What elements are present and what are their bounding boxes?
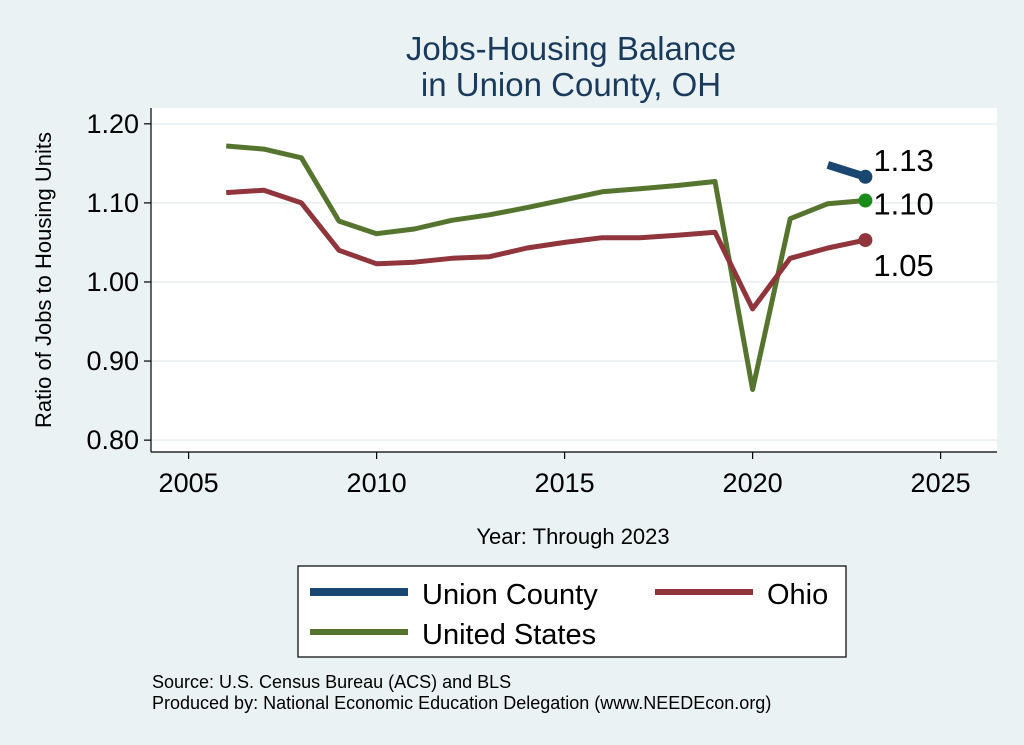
end-labels: 1.10 1.05 1.13 (873, 143, 933, 283)
series-line-united-states (225, 143, 866, 392)
producer-note: Produced by: National Economic Education… (152, 693, 771, 713)
end-label-union-county: 1.13 (873, 143, 933, 178)
legend-label-ohio: Ohio (767, 579, 828, 611)
end-marker-union-county (858, 169, 873, 184)
x-axis-title: Year: Through 2023 (476, 524, 669, 549)
y-tick-label: 0.80 (86, 425, 139, 455)
source-note: Source: U.S. Census Bureau (ACS) and BLS (152, 672, 511, 692)
chart-title-line-2: in Union County, OH (421, 66, 721, 103)
end-marker-ohio (858, 233, 873, 248)
legend-label-united-states: United States (422, 619, 596, 651)
legend-label-union-county: Union County (422, 579, 598, 611)
axes (144, 108, 997, 459)
y-tick-label: 1.00 (86, 267, 139, 297)
x-tick-label: 2010 (347, 468, 407, 498)
y-axis-title: Ratio of Jobs to Housing Units (31, 132, 56, 428)
chart-title-line-1: Jobs-Housing Balance (406, 30, 736, 67)
y-tick-label: 1.20 (86, 109, 139, 139)
end-label-united-states: 1.10 (873, 187, 933, 222)
legend: Union County Ohio United States (297, 565, 847, 658)
end-marker-united-states (858, 193, 873, 208)
y-tick-label: 1.10 (86, 188, 139, 218)
x-tick-label: 2025 (911, 468, 971, 498)
end-label-ohio: 1.05 (873, 248, 933, 283)
x-tick-label: 2005 (159, 468, 219, 498)
y-tick-label: 0.90 (86, 346, 139, 376)
end-markers (858, 169, 873, 248)
plot-area (151, 108, 997, 452)
x-tick-label: 2020 (723, 468, 783, 498)
series-line-ohio (226, 187, 866, 312)
legend-box (297, 565, 847, 658)
x-tick-label: 2015 (535, 468, 595, 498)
tick-labels: 0.80 0.90 1.00 1.10 1.20 2005 2010 2015 2020 2025 (86, 109, 970, 498)
